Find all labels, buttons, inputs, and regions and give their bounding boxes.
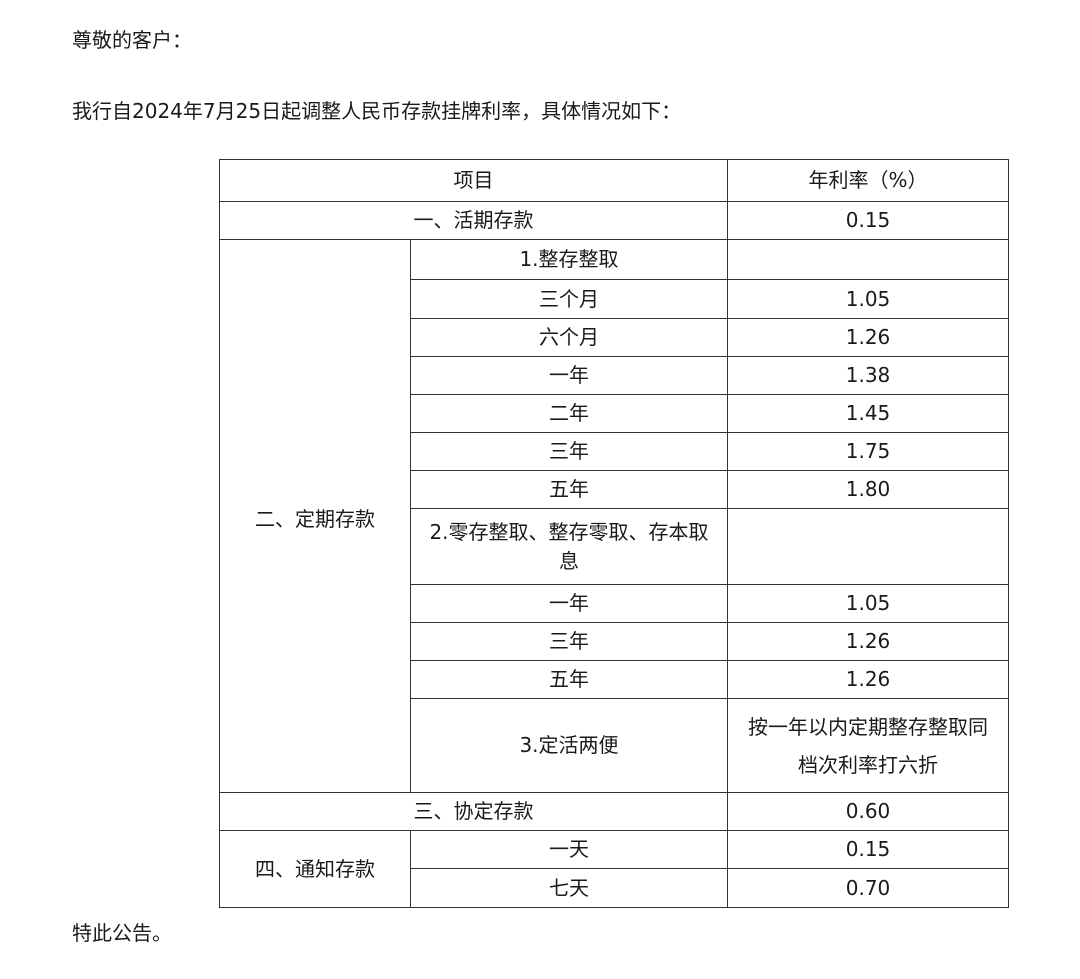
table-header-row: 项目 年利率（%） xyxy=(219,159,1009,202)
header-rate: 年利率（%） xyxy=(727,159,1009,202)
row-label: 三年 xyxy=(410,622,728,661)
row-label: 七天 xyxy=(410,868,728,908)
row-label: 五年 xyxy=(410,470,728,509)
row-label: 六个月 xyxy=(410,318,728,357)
row-rate: 0.15 xyxy=(727,830,1009,869)
row-rate: 0.70 xyxy=(727,868,1009,908)
row-rate: 1.26 xyxy=(727,622,1009,661)
greeting: 尊敬的客户： xyxy=(72,28,192,52)
table-row: 三年 1.75 xyxy=(220,432,1009,471)
row-label: 一年 xyxy=(410,356,728,395)
row-rate: 1.38 xyxy=(727,356,1009,395)
row-label: 一、活期存款 xyxy=(219,201,728,240)
row-rate: 0.60 xyxy=(727,792,1009,831)
row-label: 五年 xyxy=(410,660,728,699)
deposit-rate-table: 项目 年利率（%） 一、活期存款 0.15 二、定期存款 1.整存整取 三个月 1… xyxy=(219,159,1009,908)
row-rate: 1.05 xyxy=(727,584,1009,623)
header-item: 项目 xyxy=(219,159,728,202)
row-rate-empty xyxy=(727,508,1009,585)
row-label: 三个月 xyxy=(410,279,728,319)
time-deposit-label: 二、定期存款 xyxy=(219,239,411,793)
row-rate-empty xyxy=(727,239,1009,280)
table-row: 3.定活两便 按一年以内定期整存整取同档次利率打六折 xyxy=(220,698,1009,793)
row-label: 一天 xyxy=(410,830,728,869)
row-rate: 1.45 xyxy=(727,394,1009,433)
row-rate: 1.05 xyxy=(727,279,1009,319)
row-label: 一年 xyxy=(410,584,728,623)
table-row: 四、通知存款 一天 0.15 xyxy=(219,830,1009,908)
row-label: 2.零存整取、整存零取、存本取息 xyxy=(410,508,728,585)
table-row: 一、活期存款 0.15 xyxy=(219,201,1009,240)
row-rate: 1.75 xyxy=(727,432,1009,471)
row-rate: 1.80 xyxy=(727,470,1009,509)
table-row: 2.零存整取、整存零取、存本取息 xyxy=(220,508,1009,585)
row-rate: 1.26 xyxy=(727,660,1009,699)
table-row: 三个月 1.05 xyxy=(220,279,1009,319)
row-label: 3.定活两便 xyxy=(410,698,728,793)
row-rate: 1.26 xyxy=(727,318,1009,357)
table-row: 三、协定存款 0.60 xyxy=(219,792,1009,831)
table-row: 二、定期存款 1.整存整取 xyxy=(219,239,1009,793)
table-row: 七天 0.70 xyxy=(220,868,1009,908)
row-label: 三年 xyxy=(410,432,728,471)
closing-text: 特此公告。 xyxy=(72,921,172,945)
notice-deposit-label: 四、通知存款 xyxy=(219,830,411,908)
row-rate: 按一年以内定期整存整取同档次利率打六折 xyxy=(727,698,1009,793)
intro-text: 我行自2024年7月25日起调整人民币存款挂牌利率，具体情况如下： xyxy=(72,99,682,123)
row-rate: 0.15 xyxy=(727,201,1009,240)
table-row: 五年 1.80 xyxy=(220,470,1009,509)
row-label: 二年 xyxy=(410,394,728,433)
table-row: 三年 1.26 xyxy=(220,622,1009,661)
row-label: 1.整存整取 xyxy=(410,239,728,280)
row-label: 三、协定存款 xyxy=(219,792,728,831)
